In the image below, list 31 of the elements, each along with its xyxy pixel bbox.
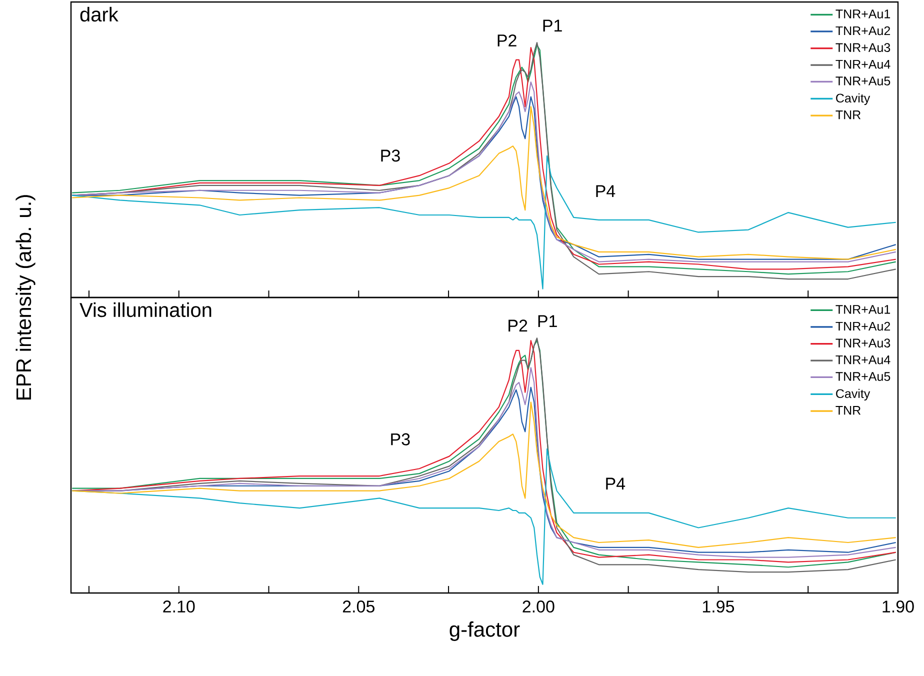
text: P2 [508, 320, 528, 332]
legend-label: Cavity [836, 93, 870, 106]
annotation: P3 [381, 150, 400, 162]
x-axis-title: g-factor [450, 621, 520, 641]
legend-label: TNR+Au3 [836, 338, 890, 348]
legend-label: Cavity [836, 388, 870, 401]
legend-label: TNR+Au2 [836, 26, 890, 36]
annotation: P2 [498, 34, 516, 46]
annotation: P4 [596, 185, 616, 197]
legend-label: TNR+Au5 [836, 372, 890, 381]
x-tick-label: 2.05 [342, 600, 374, 613]
x-tick-label: 2.00 [522, 600, 554, 613]
annotation: P4 [606, 478, 626, 490]
annotation: P3 [391, 433, 410, 446]
x-tick-label: 1.95 [702, 600, 734, 613]
legend-label: TNR+Au1 [836, 305, 890, 314]
legend-label: TNR [836, 406, 861, 415]
legend-label: TNR+Au4 [836, 60, 890, 69]
chart-title: dark [80, 6, 118, 22]
chart-title: Vis illumination [80, 302, 212, 318]
legend-label: TNR+Au2 [836, 322, 890, 331]
text: P1 [538, 315, 557, 327]
legend-label: TNR [836, 110, 861, 120]
legend-label: TNR+Au4 [836, 355, 890, 364]
x-tick-label: 2.10 [163, 600, 195, 613]
x-tick-label: 1.90 [882, 600, 914, 613]
legend-label: TNR+Au5 [836, 76, 890, 86]
text: P1 [543, 20, 562, 32]
legend-label: TNR+Au3 [836, 43, 890, 52]
legend-label: TNR+Au1 [836, 10, 890, 18]
y-axis-title: EPR intensity (arb. u.) [16, 195, 36, 400]
